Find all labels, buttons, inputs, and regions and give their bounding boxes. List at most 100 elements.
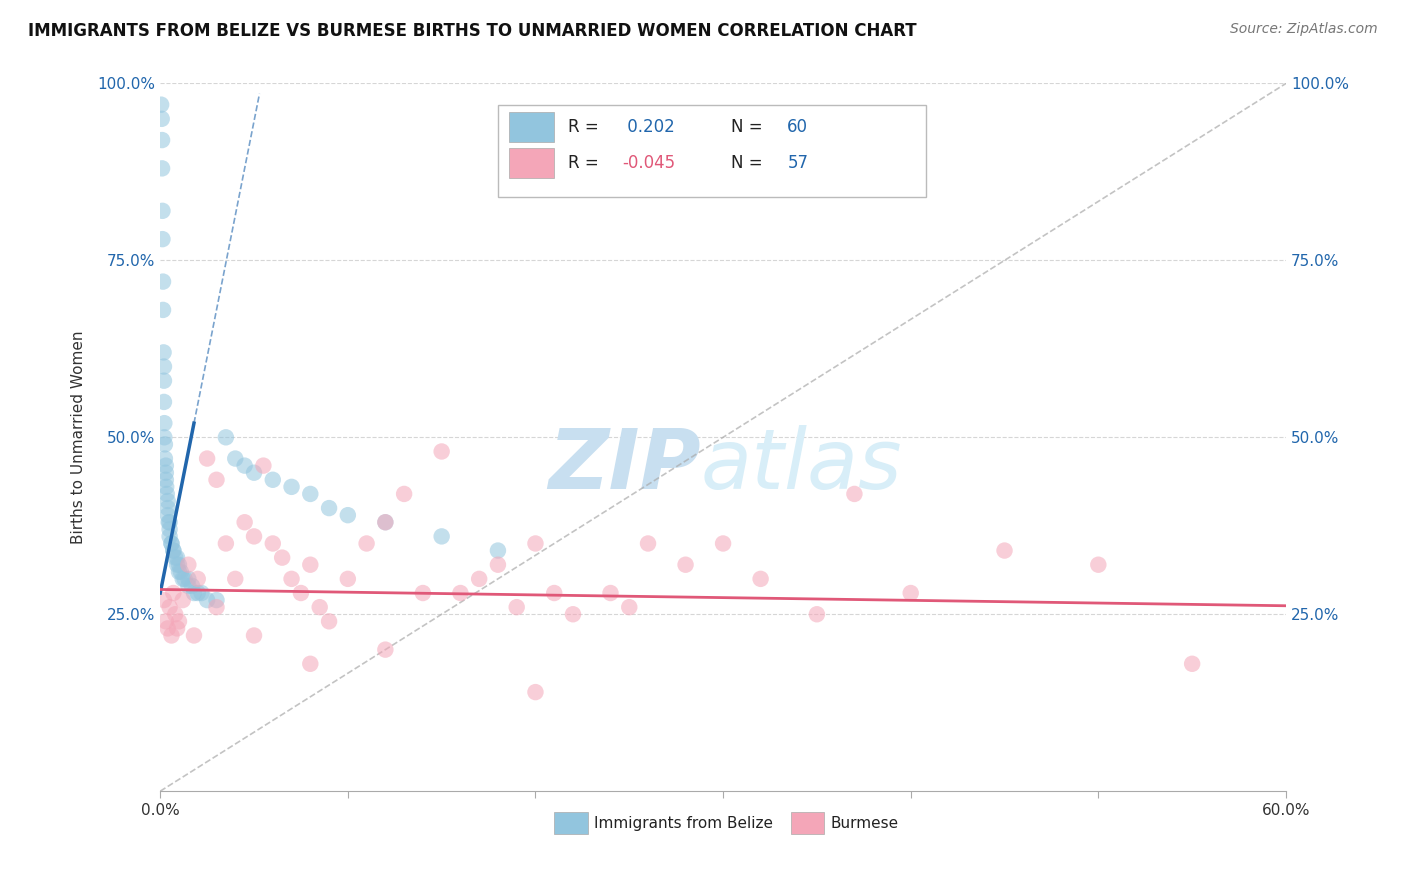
Point [318,615,340,629]
Point [243,628,266,642]
Point [150,133,173,147]
Point [243,466,266,480]
Point [430,529,453,543]
Point [160,536,183,550]
Point [318,501,340,516]
Point [187,586,209,600]
Point [160,628,183,642]
FancyBboxPatch shape [509,112,554,142]
Point [156,508,179,523]
Point [262,473,284,487]
Point [205,593,228,607]
Point [167,565,190,579]
Point [224,451,246,466]
Point [486,558,509,572]
Point [172,593,194,607]
Point [156,494,179,508]
Point [152,345,174,359]
Point [449,586,471,600]
Point [233,458,256,473]
Point [524,685,547,699]
Point [159,522,181,536]
Point [152,203,174,218]
Point [619,600,641,615]
Point [430,444,453,458]
Point [299,657,322,671]
Point [170,565,193,579]
Point [177,579,200,593]
Point [299,487,322,501]
Point [166,558,188,572]
Point [156,621,179,635]
Point [177,558,200,572]
Point [152,302,174,317]
Point [308,600,330,615]
Point [190,586,212,600]
Text: N =: N = [731,153,768,171]
Point [215,430,238,444]
Point [166,550,188,565]
Point [1181,657,1204,671]
Point [181,579,204,593]
Text: R =: R = [568,119,603,136]
Point [280,480,302,494]
Point [271,550,294,565]
Point [165,607,187,622]
Point [167,558,190,572]
Point [392,487,415,501]
Point [153,593,176,607]
Point [162,543,184,558]
Point [486,543,509,558]
Text: ZIP: ZIP [548,425,700,506]
Text: 60: 60 [787,119,808,136]
Point [156,501,179,516]
Point [844,487,866,501]
Text: atlas: atlas [700,425,903,506]
Text: R =: R = [568,153,603,171]
Point [205,473,228,487]
Text: -0.045: -0.045 [621,153,675,171]
Point [155,615,177,629]
Point [806,607,828,622]
Text: Burmese: Burmese [830,815,898,830]
Point [150,97,173,112]
Point [215,536,238,550]
Point [150,112,173,126]
FancyBboxPatch shape [509,148,554,178]
Point [159,529,181,543]
Point [153,359,176,374]
Point [543,586,565,600]
FancyBboxPatch shape [554,813,588,834]
FancyBboxPatch shape [790,813,824,834]
Point [374,515,396,529]
Point [153,451,176,466]
Point [155,480,177,494]
Point [599,586,621,600]
Point [374,515,396,529]
Point [153,437,176,451]
Text: 57: 57 [787,153,808,171]
Text: Source: ZipAtlas.com: Source: ZipAtlas.com [1230,22,1378,37]
Point [749,572,772,586]
Text: Immigrants from Belize: Immigrants from Belize [593,815,773,830]
Point [195,451,218,466]
Point [167,615,190,629]
Point [280,572,302,586]
Point [157,515,180,529]
Point [152,232,174,246]
Point [336,508,359,523]
Point [153,395,176,409]
Point [675,558,697,572]
Point [150,161,173,176]
Point [183,586,205,600]
Point [160,536,183,550]
Y-axis label: Births to Unmarried Women: Births to Unmarried Women [72,331,86,544]
Text: 0.202: 0.202 [621,119,675,136]
Point [299,558,322,572]
Point [900,586,922,600]
Point [177,572,200,586]
Point [165,550,187,565]
Point [562,607,585,622]
Point [153,374,176,388]
Point [637,536,659,550]
